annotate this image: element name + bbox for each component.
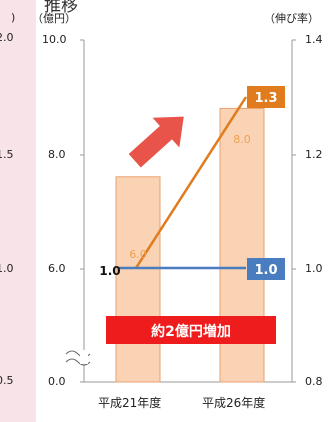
- bar-label-heisei21: 6.0: [129, 248, 147, 261]
- growth-badge-text: 1.3: [254, 91, 277, 106]
- y-left-axis-label: （億円）: [32, 12, 76, 25]
- bar-label-heisei26: 8.0: [233, 133, 251, 146]
- left-outer-tick-1: 1.5: [0, 148, 14, 161]
- axis-break-gap: [80, 350, 88, 364]
- y-right-axis-label: （伸び率）: [264, 12, 319, 25]
- y-left-tick-0: 10.0: [42, 33, 67, 46]
- increase-arrow-icon: [128, 116, 184, 168]
- y-right-tick-3: 0.8: [305, 375, 323, 388]
- y-right-tick-2: 1.0: [305, 262, 323, 275]
- y-left-tick-3: 0.0: [48, 375, 66, 388]
- left-background-strip: [0, 0, 36, 422]
- left-outer-tick-2: 1.0: [0, 262, 14, 275]
- x-tick-heisei26: 平成26年度: [202, 396, 266, 410]
- y-left-tick-1: 8.0: [48, 148, 66, 161]
- x-tick-heisei21: 平成21年度: [98, 396, 162, 410]
- baseline-badge-bg: [247, 258, 285, 280]
- left-outer-tick-3: 0.5: [0, 374, 14, 387]
- growth-line: [134, 96, 248, 269]
- left-outer-tick-0: 2.0: [0, 31, 14, 44]
- title-fragment: 推移: [44, 0, 78, 16]
- left-outer-paren: ): [11, 11, 16, 24]
- y-left-tick-2: 6.0: [48, 262, 66, 275]
- growth-badge-bg: [247, 86, 285, 108]
- y-right-tick-0: 1.4: [305, 33, 323, 46]
- annotation-bg: [106, 316, 276, 344]
- baseline-badge-text: 1.0: [254, 263, 277, 278]
- bar-heisei21: [115, 176, 161, 383]
- annotation-text: 約2億円増加: [151, 323, 231, 340]
- start-label: 1.0: [99, 264, 120, 278]
- y-right-tick-1: 1.2: [305, 148, 323, 161]
